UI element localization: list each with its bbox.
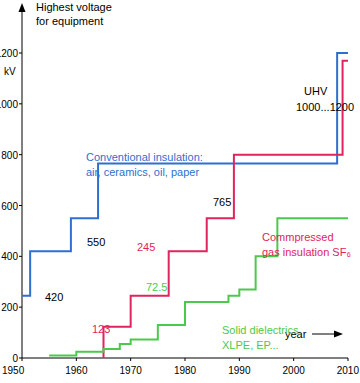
x-tick-label: 1960 — [65, 365, 88, 376]
y-tick — [19, 154, 22, 155]
x-tick — [239, 358, 240, 361]
x-tick — [348, 358, 349, 361]
annotation: air, ceramics, oil, paper — [86, 166, 199, 178]
y-tick — [19, 205, 22, 206]
title: Highest voltage — [36, 1, 112, 13]
y-tick — [19, 256, 22, 257]
x-label-arrowhead — [334, 331, 343, 338]
series-group — [22, 53, 348, 358]
y-axis — [22, 6, 23, 358]
x-tick — [130, 358, 131, 361]
y-tick-label: 0 — [12, 353, 18, 364]
y-tick-label: 1000 — [0, 99, 18, 110]
annotation: 1000...1200 — [296, 101, 354, 113]
x-tick — [22, 358, 23, 361]
y-tick-label: 1200 — [0, 48, 18, 59]
annotation: 245 — [137, 241, 155, 253]
x-tick-label: 2010 — [337, 365, 360, 376]
series-line — [49, 218, 348, 355]
x-tick — [293, 358, 294, 361]
annotation: UHV — [304, 85, 328, 97]
x-tick-label: 1950 — [2, 365, 25, 376]
x-tick — [185, 358, 186, 361]
x-tick-label: 1970 — [120, 365, 143, 376]
y-tick-label: 600 — [1, 201, 18, 212]
y-tick — [19, 307, 22, 308]
annotation: 550 — [87, 236, 105, 248]
series-line — [22, 53, 348, 296]
y-axis-arrow — [19, 3, 26, 12]
y-label: kV — [4, 66, 16, 77]
y-tick-label: 400 — [1, 251, 18, 262]
annotation: gas insulation SF₆ — [262, 246, 351, 258]
x-tick-label: 1990 — [228, 365, 251, 376]
annotation: 420 — [45, 291, 63, 303]
annotation: XLPE, EP... — [222, 339, 279, 351]
annotation: Commpressed — [262, 231, 334, 243]
x-tick — [76, 358, 77, 361]
chart: Highest voltage for equipment 0 200 400 600 80… — [0, 0, 360, 383]
y-tick — [19, 103, 22, 104]
subtitle: for equipment — [36, 15, 103, 27]
annotation: 765 — [213, 196, 231, 208]
annotation: Conventional insulation: — [86, 151, 203, 163]
annotation: Solid dielectrics, — [222, 324, 301, 336]
annotation: 72.5 — [146, 281, 167, 293]
y-tick-label: 200 — [1, 302, 18, 313]
x-tick-label: 1980 — [174, 365, 197, 376]
annotation: 123 — [92, 323, 110, 335]
y-tick-label: 800 — [1, 150, 18, 161]
y-tick — [19, 53, 22, 54]
x-tick-label: 2000 — [283, 365, 306, 376]
